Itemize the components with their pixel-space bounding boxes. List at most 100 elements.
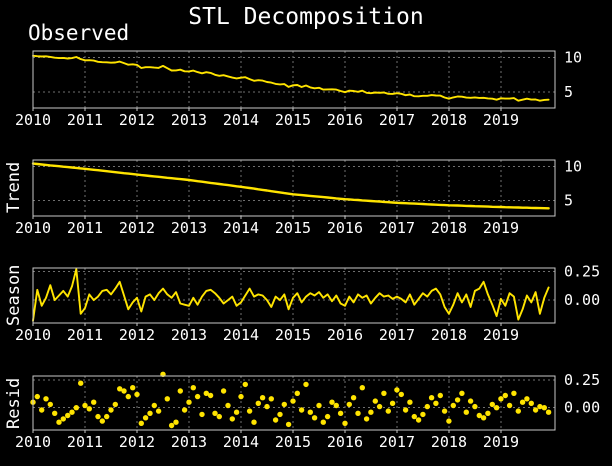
resid-point [363, 416, 370, 422]
x-tick-label: 2015 [275, 433, 311, 451]
resid-point [112, 401, 119, 408]
resid-point [78, 380, 84, 386]
panel-border [32, 375, 556, 431]
resid-point [233, 409, 240, 415]
x-tick-label: 2013 [171, 219, 207, 237]
resid-point [255, 400, 261, 406]
resid-point [472, 403, 478, 410]
resid-point [350, 395, 357, 401]
resid-point [337, 410, 344, 416]
y-tick-label: 0.00 [564, 399, 600, 417]
resid-point [190, 385, 196, 391]
resid-point [272, 417, 279, 423]
resid-point [433, 400, 439, 406]
resid-point [307, 409, 313, 415]
x-tick-label: 2019 [483, 326, 519, 344]
resid-point [398, 391, 404, 398]
x-tick-label: 2019 [483, 433, 519, 451]
panel-resid: 2010 2011 2012 2013 2014 2015 2016 2017 2018 2019… [15, 371, 600, 451]
resid-point [493, 405, 500, 411]
y-tick-label: 10 [564, 157, 582, 175]
resid-point [216, 413, 222, 420]
resid-point [519, 399, 526, 405]
resid-point [463, 409, 469, 415]
resid-point [65, 412, 71, 419]
x-tick-label: 2017 [379, 433, 415, 451]
resid-point [381, 390, 387, 396]
resid-point [225, 402, 231, 409]
resid-point [281, 401, 287, 408]
resid-point [346, 401, 352, 408]
resid-point [173, 419, 179, 425]
resid-point [441, 408, 448, 414]
panel-trend: 2010 2011 2012 2013 2014 2015 2016 2017 2018 2019… [15, 157, 582, 237]
panel-season: 2010 2011 2012 2013 2014 2015 2016 2017 2018 2019… [15, 262, 600, 344]
resid-point [420, 411, 426, 418]
resid-point [220, 388, 227, 394]
x-tick-label: 2015 [275, 219, 311, 237]
panel-label-resid: Resid [4, 377, 24, 429]
resid-point [104, 413, 110, 420]
resid-point [186, 399, 192, 405]
resid-point [73, 405, 80, 411]
resid-point [437, 392, 443, 399]
x-tick-label: 2014 [223, 433, 259, 451]
x-tick-label: 2012 [119, 219, 155, 237]
panel-border [32, 267, 556, 324]
resid-point [541, 405, 547, 411]
x-tick-label: 2018 [431, 326, 467, 344]
resid-point [294, 390, 300, 396]
x-tick-label: 2014 [223, 326, 259, 344]
y-tick-label: 5 [564, 83, 573, 101]
resid-point [82, 402, 88, 409]
resid-point [203, 390, 209, 396]
resid-point [229, 416, 235, 422]
trend-line [31, 162, 550, 210]
resid-point [524, 396, 530, 402]
resid-point [268, 396, 274, 402]
x-tick-label: 2011 [67, 219, 103, 237]
x-tick-label: 2017 [379, 326, 415, 344]
resid-point [342, 420, 348, 426]
resid-point [532, 407, 539, 413]
resid-point [359, 385, 365, 391]
resid-point [246, 408, 253, 414]
resid-point [242, 381, 248, 388]
resid-point [164, 396, 170, 402]
resid-point [506, 402, 513, 409]
resid-point [329, 399, 335, 405]
resid-point [446, 418, 452, 424]
resid-point [545, 409, 552, 415]
resid-point [91, 399, 97, 405]
resid-point [489, 401, 495, 408]
resid-point [264, 403, 270, 410]
x-tick-label: 2019 [483, 219, 519, 237]
resid-point [181, 407, 188, 413]
resid-point [355, 410, 361, 416]
resid-point [428, 395, 435, 401]
x-tick-label: 2011 [67, 326, 103, 344]
x-tick-label: 2015 [275, 326, 311, 344]
resid-point [56, 419, 62, 425]
resid-point [467, 398, 474, 404]
figure-title: STL Decomposition [188, 4, 424, 30]
x-tick-label: 2014 [223, 219, 259, 237]
resid-point [207, 392, 214, 399]
x-tick-label: 2013 [171, 111, 207, 129]
x-tick-label: 2010 [15, 433, 51, 451]
x-tick-label: 2019 [483, 111, 519, 129]
x-tick-label: 2016 [327, 219, 363, 237]
resid-point [385, 408, 391, 414]
resid-point [368, 409, 374, 415]
resid-point [86, 406, 93, 412]
resid-point [389, 400, 396, 406]
resid-point [39, 407, 45, 413]
resid-point [411, 413, 417, 420]
resid-point [394, 387, 400, 393]
resid-point [515, 408, 521, 414]
resid-point [155, 408, 162, 414]
panel-label-observed: Observed [28, 21, 130, 45]
resid-point [528, 400, 534, 406]
